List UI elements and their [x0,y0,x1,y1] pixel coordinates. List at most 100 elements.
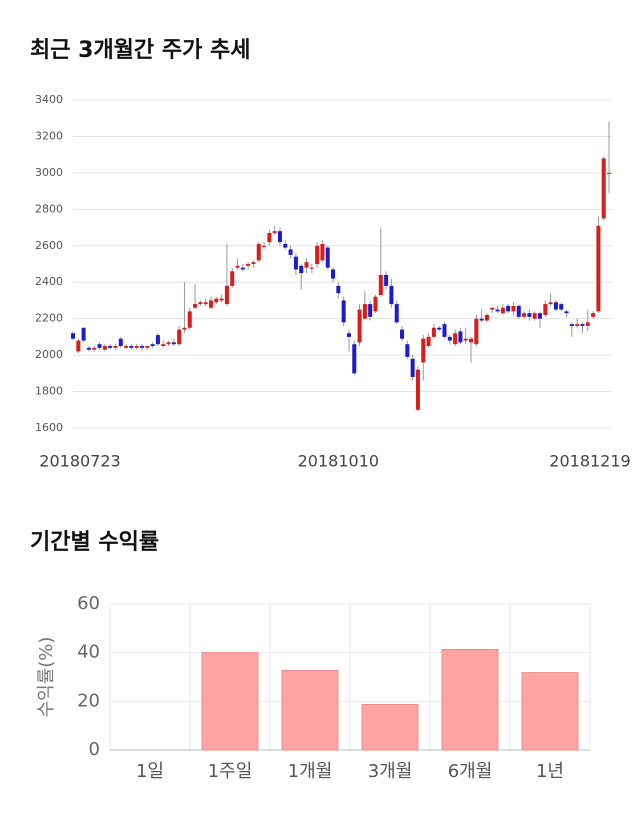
candle-body [108,346,113,348]
y-tick-label: 60 [77,593,100,614]
candle-body [495,309,500,312]
candle-body [532,313,537,319]
candle-body [559,304,564,310]
y-tick-label: 0 [89,739,100,760]
candle-body [161,344,166,346]
candle-body [543,304,548,316]
candle-body [86,347,91,350]
x-tick-label: 20181010 [298,452,379,471]
candle-body [235,265,240,268]
candle-body [564,311,569,314]
candle-body [293,256,298,270]
candle-body [214,298,219,303]
candle-body [198,302,203,305]
candle-body [304,262,309,268]
x-tick-label: 1일 [136,761,164,782]
candle-body [102,346,107,350]
candle-body [336,285,341,294]
candle-body [607,172,611,174]
candle-body [288,249,293,255]
candle-body [193,304,198,308]
candle-body [490,307,495,310]
candle-body [320,243,325,261]
candle-body [591,313,596,317]
bar [441,649,499,751]
candle-body [378,274,383,295]
candle-body [442,324,447,337]
candle-body [155,335,160,345]
x-tick-label: 20181219 [549,452,630,471]
candle-body [357,309,362,343]
candle-body [145,346,150,348]
y-tick-label: 2800 [35,202,63,215]
candle-body [92,347,97,350]
candle-body [362,304,367,319]
candle-body [580,324,585,326]
y-tick-label: 40 [77,642,100,663]
y-tick-label: 2400 [35,275,63,288]
candle-body [458,331,463,343]
x-tick-label: 3개월 [368,761,413,782]
candle-body [426,336,431,346]
candle-body [97,344,102,348]
candle-body [415,369,420,410]
candle-body [230,271,235,286]
candle-body [394,304,399,323]
candle-body [134,346,139,348]
candle-body [267,233,272,243]
candle-body [219,298,224,301]
candle-body [129,346,134,348]
candle-body [299,265,304,274]
candle-body [124,346,129,348]
section-title: 기간별 수익률 [30,530,159,555]
candle-body [187,311,192,328]
x-tick-label: 1주일 [208,761,253,782]
candle-body [240,267,245,270]
candle-body [384,274,389,286]
candle-body [325,247,330,268]
candle-body [262,245,267,247]
candle-body [208,300,213,308]
candle-body [177,329,182,345]
x-tick-label: 1년 [536,761,564,782]
y-tick-label: 3400 [35,93,63,106]
candle-body [421,338,426,363]
candle-body [246,264,251,266]
candle-body [596,225,601,312]
candle-body [400,329,405,339]
candle-body [139,346,144,348]
bar [201,652,259,751]
candle-body [331,269,336,279]
candle-body [309,267,314,269]
bar [281,669,339,751]
candle-body [437,327,442,330]
candle-body [341,300,346,323]
candle-body [373,296,378,312]
candle-body [469,338,474,343]
candle-body [277,231,282,243]
candle-body [431,327,436,337]
section-title: 최근 3개월간 주가 추세 [30,38,250,63]
candle-body [113,346,118,348]
bar [361,703,419,751]
candle-body [256,243,261,261]
candle-body [150,344,155,346]
candle-body [389,285,394,305]
x-tick-label: 20180723 [39,452,120,471]
y-axis-label: 수익률(%) [36,637,57,718]
x-tick-label: 1개월 [288,761,333,782]
y-tick-label: 3200 [35,129,63,142]
candle-body [171,342,176,345]
candle-body [447,336,452,341]
candle-body [484,315,489,321]
candle-body [569,324,574,326]
candle-body [479,318,484,321]
y-tick-label: 20 [77,690,100,711]
candle-body [283,243,288,248]
bar [521,672,579,751]
candle-body [81,327,86,341]
y-tick-label: 1600 [35,421,63,434]
candle-body [527,313,532,317]
candle-body [601,158,606,219]
